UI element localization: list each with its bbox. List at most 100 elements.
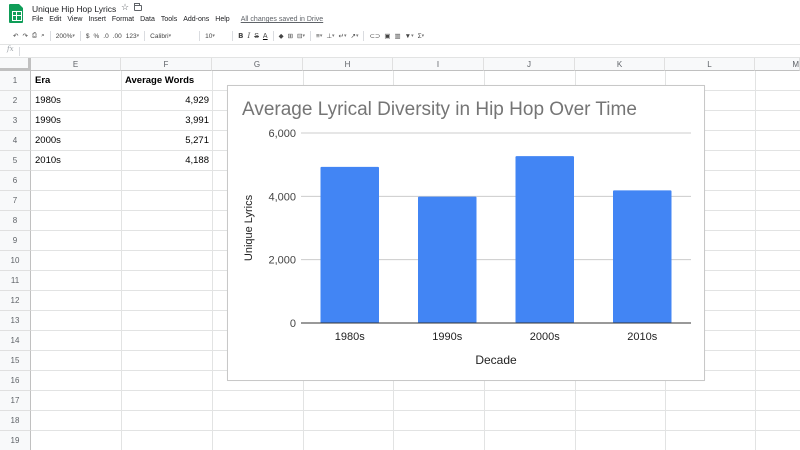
row-header-19[interactable]: 19 — [0, 431, 31, 450]
bar-2010s — [613, 190, 672, 323]
row-header-15[interactable]: 15 — [0, 351, 31, 371]
x-tick-label: 1980s — [335, 331, 365, 343]
column-header-h[interactable]: H — [303, 58, 393, 71]
menu-data[interactable]: Data — [140, 16, 155, 23]
row-header-13[interactable]: 13 — [0, 311, 31, 331]
font-size-select[interactable]: 10 — [205, 30, 227, 42]
horizontal-align-icon[interactable]: ≡ — [316, 30, 322, 42]
merge-cells-icon[interactable]: ⊟ — [297, 30, 305, 42]
column-header-g[interactable]: G — [212, 58, 303, 71]
cell-f2[interactable]: 4,929 — [185, 95, 209, 106]
formula-bar[interactable]: fx — [0, 44, 800, 58]
toolbar-divider — [363, 31, 365, 41]
toolbar-divider — [199, 31, 201, 41]
strikethrough-button[interactable]: S — [254, 32, 259, 40]
row-header-4[interactable]: 4 — [0, 131, 31, 151]
star-icon[interactable]: ☆ — [121, 2, 130, 12]
column-header-m[interactable]: M — [755, 58, 800, 71]
y-tick-label: 6,000 — [268, 128, 296, 140]
borders-icon[interactable]: ⊞ — [287, 33, 294, 40]
cell-f1-header[interactable]: Average Words — [125, 75, 195, 86]
vertical-align-icon[interactable]: ⊥ — [326, 30, 334, 42]
redo-icon[interactable]: ↷ — [22, 33, 28, 40]
toolbar-divider — [79, 31, 81, 41]
column-header-j[interactable]: J — [484, 58, 575, 71]
gridline — [121, 71, 122, 450]
row-header-9[interactable]: 9 — [0, 231, 31, 251]
menu-edit[interactable]: Edit — [49, 16, 62, 23]
cell-f5[interactable]: 4,188 — [185, 155, 209, 166]
row-header-12[interactable]: 12 — [0, 291, 31, 311]
row-header-8[interactable]: 8 — [0, 211, 31, 231]
y-tick-label: 2,000 — [268, 255, 296, 267]
row-header-6[interactable]: 6 — [0, 171, 31, 191]
menu-insert[interactable]: Insert — [88, 16, 106, 23]
folder-icon[interactable] — [134, 3, 142, 11]
column-header-f[interactable]: F — [121, 58, 212, 71]
cell-e3[interactable]: 1990s — [35, 115, 61, 126]
menu-addons[interactable]: Add-ons — [183, 16, 210, 23]
paint-format-icon[interactable]: ⌕ — [41, 32, 45, 39]
cell-e4[interactable]: 2000s — [35, 135, 61, 146]
row-header-17[interactable]: 17 — [0, 391, 31, 411]
print-icon[interactable]: ⎙ — [31, 32, 38, 39]
row-header-3[interactable]: 3 — [0, 111, 31, 131]
row-header-16[interactable]: 16 — [0, 371, 31, 391]
document-title[interactable]: Unique Hip Hop Lyrics — [32, 4, 117, 14]
toolbar-divider — [144, 31, 146, 41]
cell-f3[interactable]: 3,991 — [185, 115, 209, 126]
text-wrap-icon[interactable]: ↵ — [339, 30, 347, 42]
embedded-chart[interactable]: Average Lyrical Diversity in Hip Hop Ove… — [227, 85, 705, 381]
menu-file[interactable]: File — [32, 16, 44, 23]
row-header-14[interactable]: 14 — [0, 331, 31, 351]
toolbar-divider — [49, 31, 51, 41]
menu-view[interactable]: View — [67, 16, 83, 23]
cell-e1-header[interactable]: Era — [35, 75, 51, 86]
sheets-logo-icon[interactable] — [9, 4, 23, 23]
row-header-2[interactable]: 2 — [0, 91, 31, 111]
cell-e2[interactable]: 1980s — [35, 95, 61, 106]
font-select[interactable]: Calibri — [150, 30, 194, 42]
column-header-l[interactable]: L — [665, 58, 755, 71]
row-header-7[interactable]: 7 — [0, 191, 31, 211]
functions-icon[interactable]: Σ — [418, 30, 425, 42]
row-header-18[interactable]: 18 — [0, 411, 31, 431]
bar-1990s — [418, 196, 477, 323]
fill-color-icon[interactable]: ◆ — [278, 33, 284, 40]
save-status-link[interactable]: All changes saved in Drive — [240, 16, 324, 23]
cell-f4[interactable]: 5,271 — [185, 135, 209, 146]
increase-decimals-button[interactable]: .00 — [112, 32, 122, 40]
insert-chart-icon[interactable]: ▥ — [394, 33, 401, 40]
row-header-5[interactable]: 5 — [0, 151, 31, 171]
filter-icon[interactable]: ▼ — [405, 30, 414, 42]
undo-icon[interactable]: ↶ — [13, 33, 19, 40]
menu-help[interactable]: Help — [215, 16, 230, 23]
menu-tools[interactable]: Tools — [160, 16, 178, 23]
decrease-decimals-button[interactable]: .0 — [103, 32, 109, 40]
row-header-11[interactable]: 11 — [0, 271, 31, 291]
italic-button[interactable]: I — [247, 32, 251, 40]
row-header-10[interactable]: 10 — [0, 251, 31, 271]
toolbar-divider — [232, 31, 234, 41]
row-header-1[interactable]: 1 — [0, 71, 31, 91]
column-header-e[interactable]: E — [31, 58, 121, 71]
percent-format-button[interactable]: % — [93, 32, 100, 40]
y-axis-title: Unique Lyrics — [243, 194, 255, 261]
formula-divider — [19, 47, 20, 56]
column-header-k[interactable]: K — [575, 58, 665, 71]
zoom-select[interactable]: 200% — [56, 30, 75, 42]
cell-e5[interactable]: 2010s — [35, 155, 61, 166]
more-formats-select[interactable]: 123 — [126, 30, 139, 42]
gridline — [755, 71, 756, 450]
column-header-i[interactable]: I — [393, 58, 484, 71]
currency-format-button[interactable]: $ — [85, 32, 90, 40]
text-rotate-icon[interactable]: ↗ — [350, 30, 358, 42]
select-all-corner[interactable] — [0, 58, 31, 71]
text-color-button[interactable]: A — [262, 32, 268, 40]
insert-link-icon[interactable]: ⊂⊃ — [369, 33, 381, 40]
gridline — [212, 71, 213, 450]
insert-comment-icon[interactable]: ▣ — [384, 33, 391, 40]
gridline — [31, 430, 800, 431]
menu-format[interactable]: Format — [111, 16, 135, 23]
bold-button[interactable]: B — [238, 32, 244, 40]
